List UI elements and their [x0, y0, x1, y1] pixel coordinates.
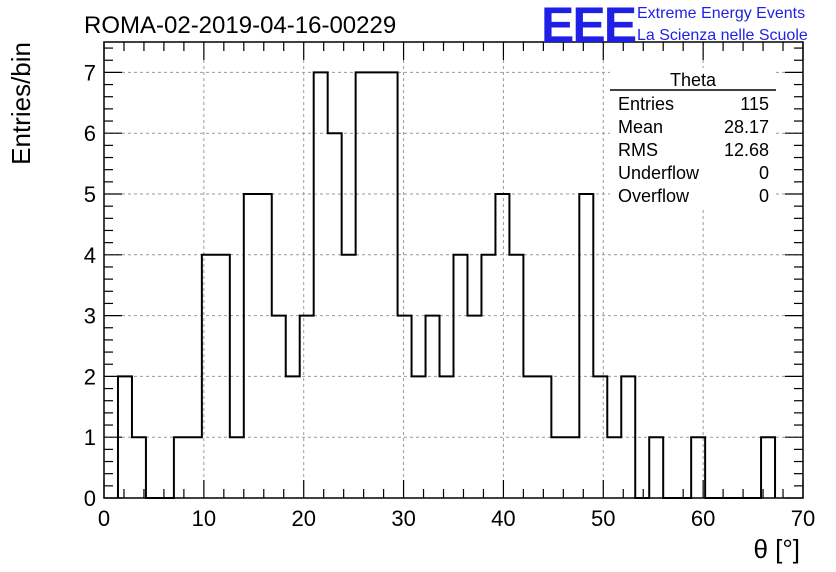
stats-label-rms: RMS [618, 140, 658, 160]
stats-value-rms: 12.68 [724, 140, 769, 160]
x-tick-label: 40 [491, 506, 515, 531]
y-tick-label: 7 [84, 60, 96, 85]
y-tick-label: 4 [84, 243, 96, 268]
stats-label-underflow: Underflow [618, 163, 700, 183]
stats-rows: Entries 115 Mean 28.17 RMS 12.68 Underflow 0 Ove… [618, 94, 769, 206]
run-title: ROMA-02-2019-04-16-00229 [84, 12, 396, 39]
stats-box: Theta Entries 115 Mean 28.17 RMS 12.68 Underfl… [610, 68, 776, 210]
stats-title: Theta [670, 70, 717, 90]
axis-tick-labels: 0 10 20 30 40 50 60 70 0 1 2 3 4 5 6 7 [84, 60, 815, 531]
y-tick-label: 1 [84, 425, 96, 450]
x-tick-label: 50 [591, 506, 615, 531]
stats-value-underflow: 0 [759, 163, 769, 183]
stats-label-overflow: Overflow [618, 186, 690, 206]
x-tick-label: 20 [291, 506, 315, 531]
x-tick-label: 30 [391, 506, 415, 531]
y-tick-label: 5 [84, 182, 96, 207]
stats-label-entries: Entries [618, 94, 674, 114]
x-tick-label: 70 [791, 506, 815, 531]
stats-value-overflow: 0 [759, 186, 769, 206]
x-tick-label: 0 [98, 506, 110, 531]
histogram-outline [116, 71, 777, 499]
y-tick-label: 3 [84, 304, 96, 329]
stats-value-mean: 28.17 [724, 117, 769, 137]
stats-box-background [610, 68, 776, 210]
y-tick-label: 0 [84, 486, 96, 511]
logo-mark: EEE [541, 0, 636, 53]
logo-line-2: La Scienza nelle Scuole [637, 27, 808, 44]
axis-ticks [103, 42, 804, 499]
stats-value-entries: 115 [740, 94, 769, 114]
y-tick-label: 2 [84, 364, 96, 389]
x-axis-label: θ [°] [753, 534, 800, 564]
plot-frame [103, 41, 804, 499]
logo-line-1: Extreme Energy Events [637, 5, 805, 22]
x-tick-label: 60 [691, 506, 715, 531]
x-tick-label: 10 [192, 506, 216, 531]
y-tick-label: 6 [84, 121, 96, 146]
eee-logo: EEE Extreme Energy Events La Scienza nel… [541, 0, 808, 53]
y-axis-label: Entries/bin [6, 42, 36, 165]
stats-label-mean: Mean [618, 117, 663, 137]
